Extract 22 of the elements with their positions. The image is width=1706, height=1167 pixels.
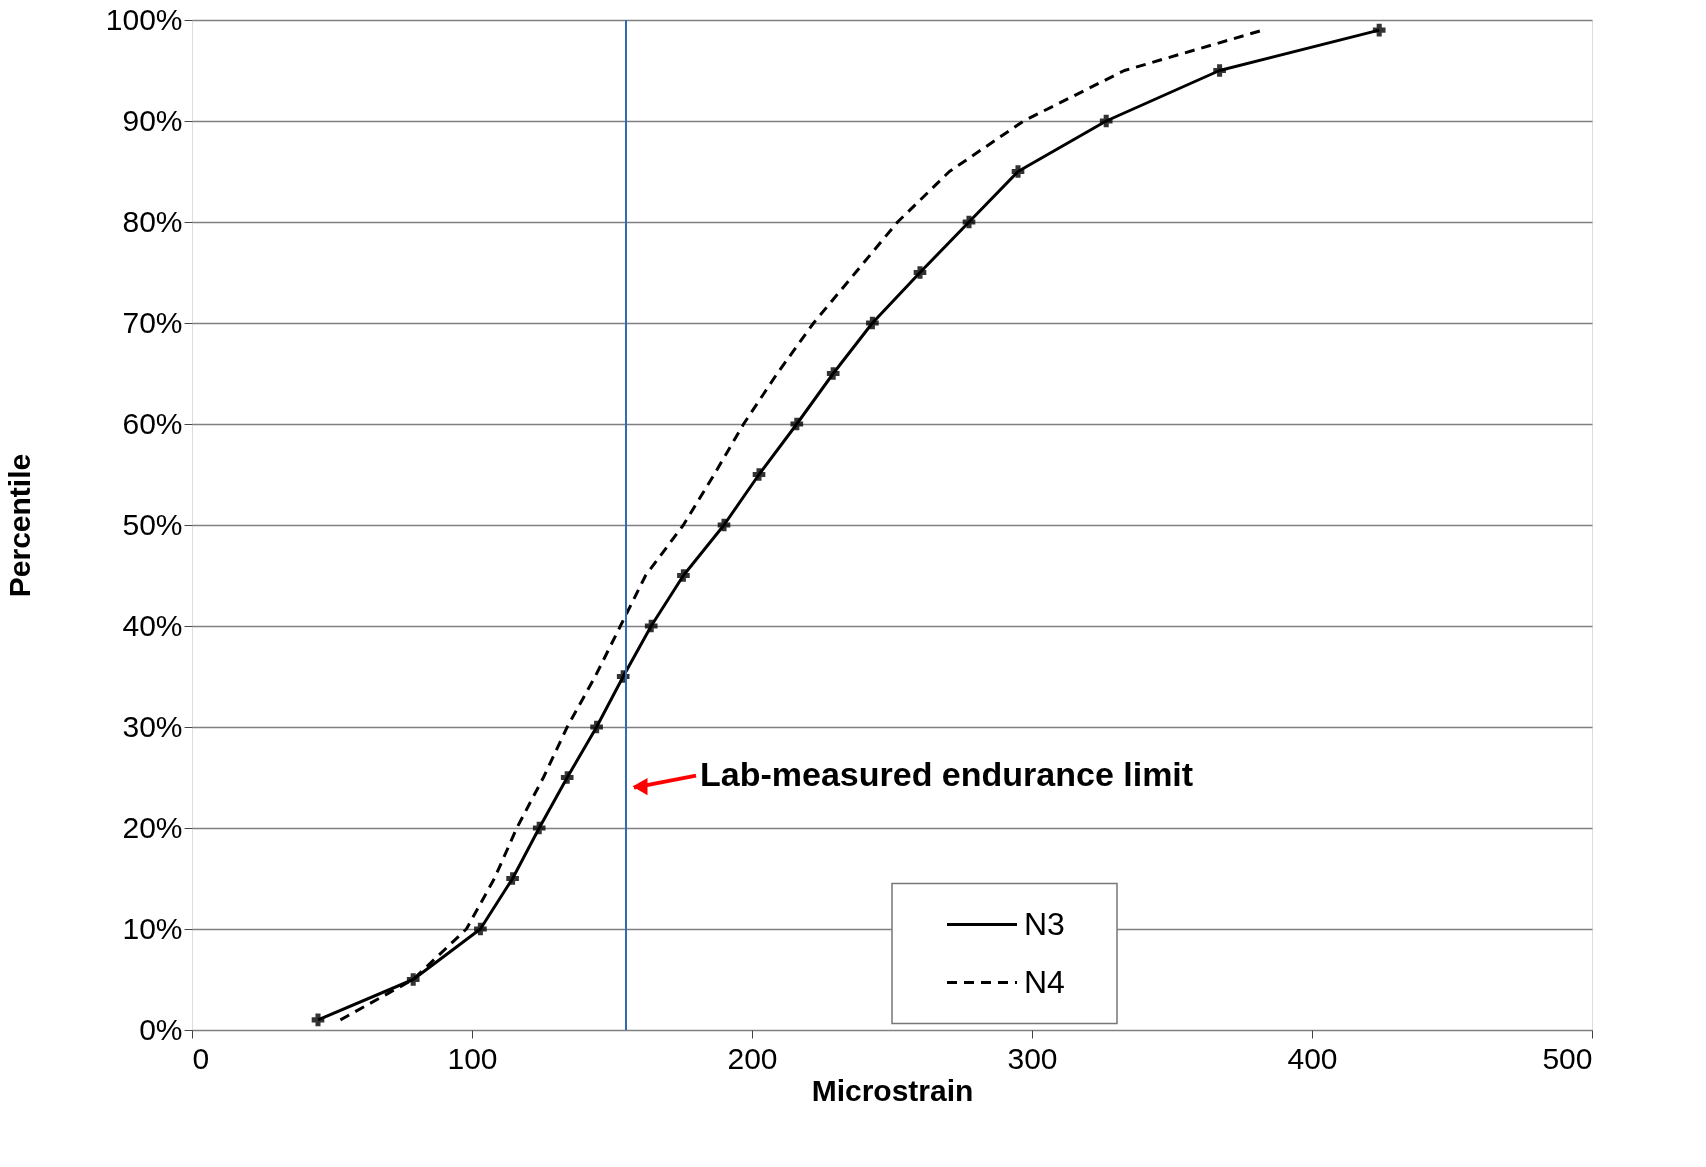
y-tick-label: 70%: [122, 305, 183, 339]
x-tick-label: 300: [1007, 1041, 1058, 1075]
y-tick-label: 30%: [122, 709, 183, 743]
x-axis-title: Microstrain: [811, 1073, 974, 1107]
x-tick-label: 200: [727, 1041, 778, 1075]
x-tick-label: 0: [192, 1041, 210, 1075]
y-tick-label: 10%: [122, 911, 183, 945]
legend-label: N3: [1024, 905, 1065, 942]
y-tick-label: 80%: [122, 204, 183, 238]
y-tick-label: 50%: [122, 507, 183, 541]
legend-label: N4: [1024, 963, 1065, 1000]
x-tick-label: 500: [1542, 1041, 1593, 1075]
y-tick-label: 0%: [139, 1012, 183, 1046]
x-tick-label: 100: [447, 1041, 498, 1075]
y-tick-label: 40%: [122, 608, 183, 642]
y-tick-label: 90%: [122, 103, 183, 137]
y-axis-title: Percentile: [2, 453, 36, 598]
x-tick-label: 400: [1287, 1041, 1338, 1075]
y-tick-label: 20%: [122, 810, 183, 844]
y-tick-label: 60%: [122, 406, 183, 440]
annotation: Lab-measured endurance limit: [700, 754, 1194, 793]
y-tick-label: 100%: [105, 2, 183, 36]
